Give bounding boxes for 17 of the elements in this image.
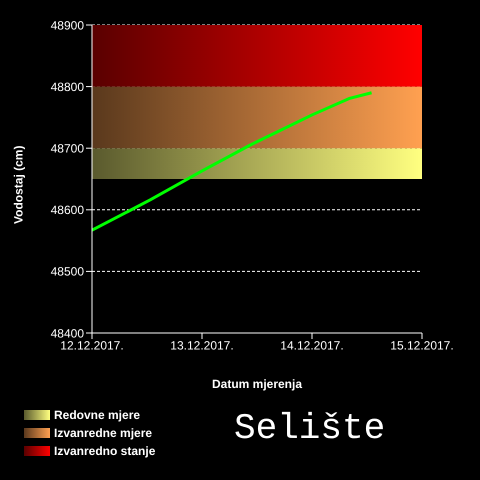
x-tick-label: 15.12.2017. (390, 338, 454, 353)
x-tick-label: 12.12.2017. (60, 338, 124, 353)
y-tick-label: 48400 (50, 326, 84, 340)
y-axis-title: Vodostaj (cm) (11, 146, 26, 224)
y-tick-label: 48900 (50, 18, 84, 32)
text: Selište (234, 408, 386, 449)
line-series (92, 91, 374, 232)
legend-label: Izvanredno stanje (54, 444, 156, 458)
legend-label: Redovne mjere (54, 408, 140, 422)
x-tick-label: 13.12.2017. (170, 338, 234, 353)
y-tick-label: 48500 (50, 264, 84, 279)
x-axis-title: Datum mjerenja (212, 377, 302, 391)
y-tick-label: 48600 (50, 203, 84, 218)
x-tick-label: 14.12.2017. (280, 338, 344, 353)
legend-label: Izvanredne mjere (54, 426, 152, 440)
y-tick-label: 48800 (50, 80, 84, 94)
y-tick-label: 48700 (50, 141, 84, 156)
